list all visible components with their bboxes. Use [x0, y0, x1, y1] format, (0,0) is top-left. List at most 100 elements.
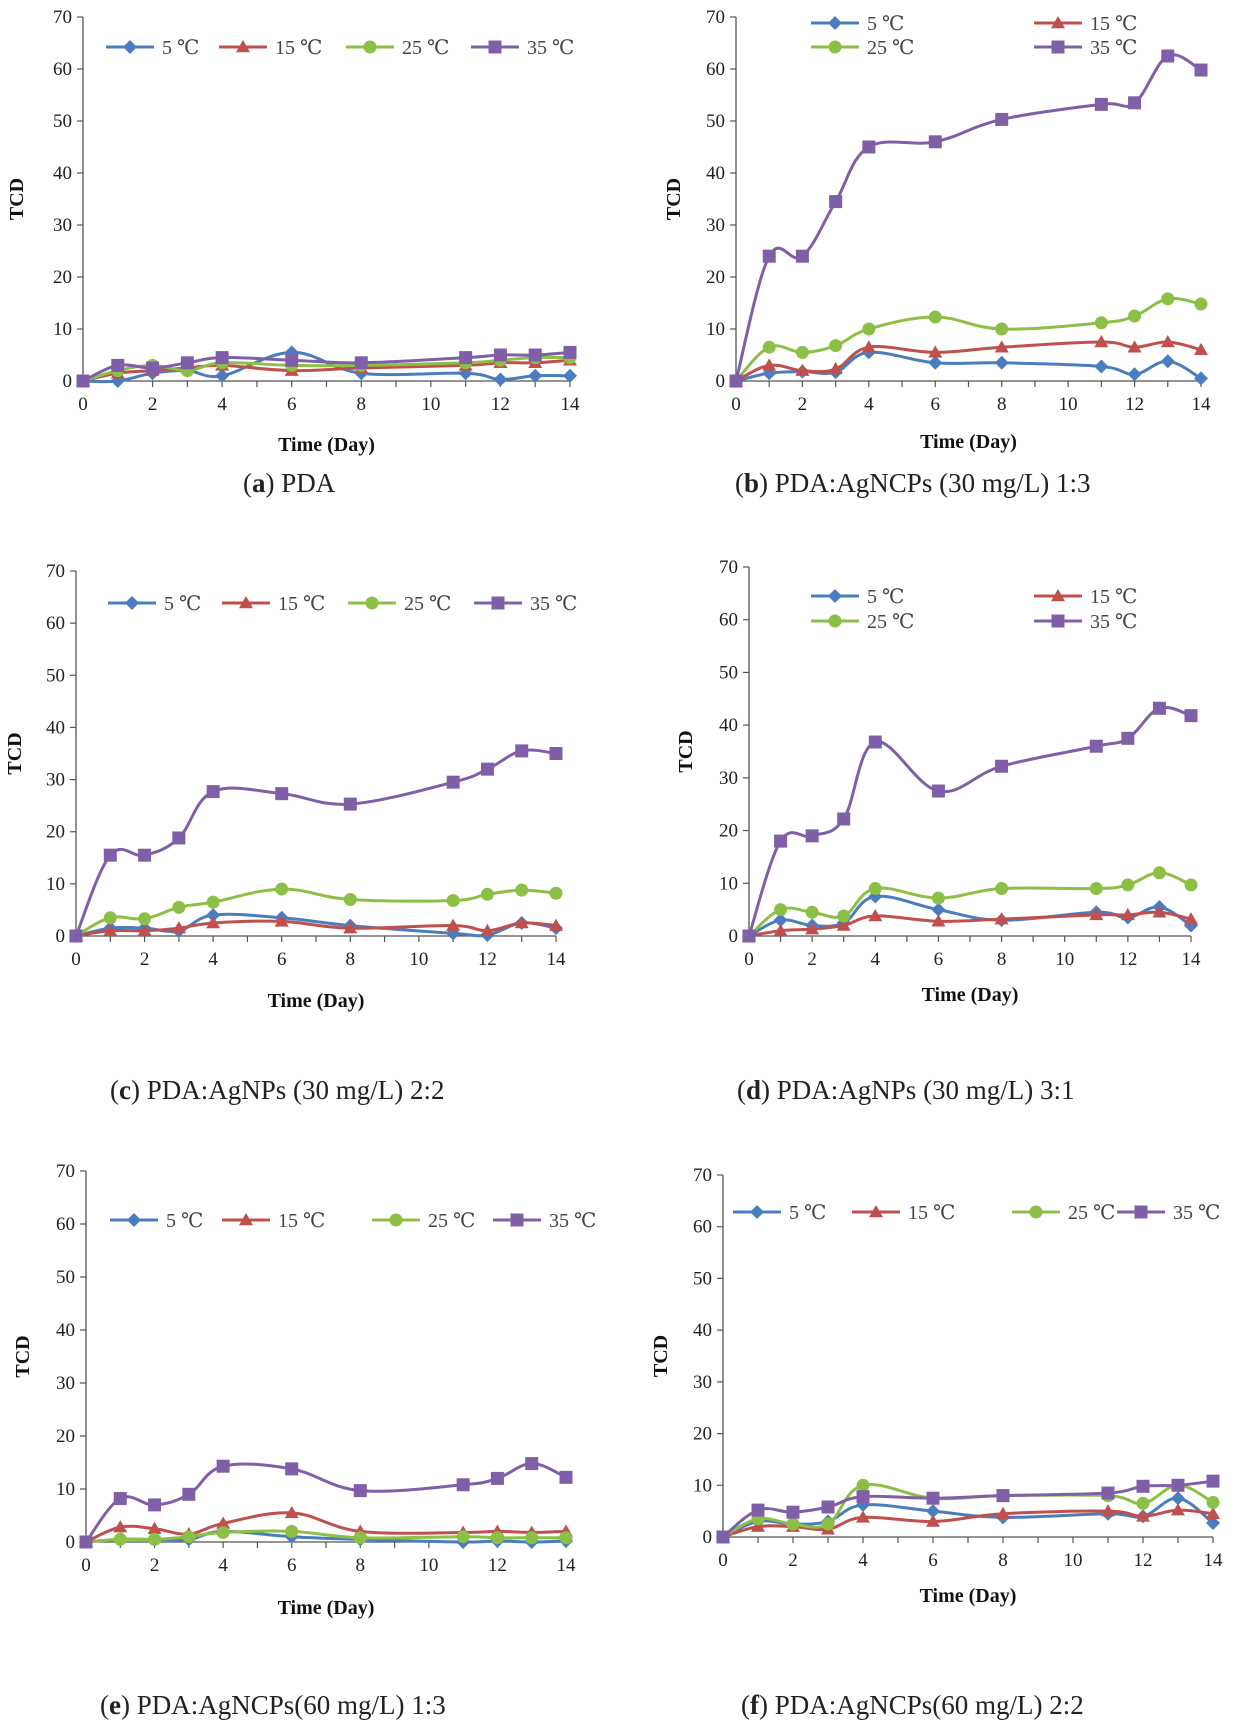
data-point	[171, 921, 186, 934]
data-point	[751, 1503, 765, 1517]
data-point	[514, 915, 529, 929]
data-point	[868, 882, 882, 896]
data-point	[1206, 1506, 1220, 1519]
data-point	[1206, 1516, 1220, 1531]
legend-item: 15 ℃	[222, 1210, 325, 1232]
legend-item: 25 ℃	[811, 37, 914, 59]
data-point	[1094, 359, 1109, 374]
x-tick-label: 2	[788, 1550, 798, 1571]
data-point	[928, 310, 942, 324]
data-point	[829, 195, 843, 209]
legend-marker	[1051, 40, 1065, 54]
data-point	[805, 922, 820, 935]
data-point	[1101, 1504, 1115, 1517]
legend-item: 5 ℃	[110, 1210, 203, 1232]
legend-label: 5 ℃	[789, 1202, 826, 1224]
data-point	[549, 747, 563, 760]
y-tick-label: 40	[53, 163, 72, 184]
x-tick-label: 14	[547, 949, 567, 970]
x-tick-label: 14	[561, 394, 581, 415]
x-tick-label: 12	[1125, 394, 1144, 415]
x-axis-title: Time (Day)	[278, 1597, 375, 1619]
caption-text: PDA:AgNPs (30 mg/L) 3:1	[776, 1075, 1075, 1105]
data-point	[931, 914, 946, 927]
legend-label: 5 ℃	[867, 586, 904, 608]
legend-marker	[510, 1213, 524, 1227]
data-point	[762, 249, 776, 263]
series-25c	[729, 292, 1208, 388]
y-axis-title: TCD	[675, 730, 697, 772]
legend-marker	[828, 589, 842, 603]
legend-marker	[1134, 1205, 1148, 1219]
caption-paren: (	[110, 1075, 119, 1105]
legend-item: 15 ℃	[1034, 13, 1137, 35]
data-point	[216, 1516, 231, 1529]
x-tick-label: 8	[997, 949, 1007, 970]
data-point	[515, 744, 529, 758]
legend-item: 25 ℃	[1012, 1202, 1115, 1224]
data-point	[103, 911, 117, 925]
x-tick-label: 10	[1064, 1550, 1083, 1571]
x-tick-label: 10	[1059, 394, 1078, 415]
legend-marker	[1029, 1205, 1043, 1219]
legend: 5 ℃ 15 ℃ 25 ℃ 35 ℃	[108, 593, 577, 615]
data-point	[1194, 63, 1208, 77]
data-point	[480, 762, 494, 776]
data-point	[729, 374, 743, 388]
caption-paren: (	[243, 468, 252, 498]
data-point	[76, 374, 90, 388]
data-point	[343, 797, 357, 811]
caption-label: e	[109, 1690, 121, 1720]
data-point	[69, 929, 83, 943]
y-tick-label: 40	[693, 1320, 712, 1341]
data-point	[1152, 866, 1166, 880]
y-tick-label: 60	[693, 1217, 712, 1238]
legend-item: 35 ℃	[1117, 1202, 1220, 1224]
data-point	[751, 1519, 765, 1532]
x-tick-label: 10	[419, 1555, 438, 1576]
y-tick-label: 50	[719, 662, 738, 683]
data-point	[549, 886, 563, 900]
legend-label: 15 ℃	[278, 1210, 325, 1232]
y-axis-title: TCD	[6, 178, 28, 220]
data-point	[716, 1530, 730, 1544]
caption-paren: (	[741, 1690, 750, 1720]
legend-label: 25 ℃	[404, 593, 451, 615]
legend-item: 35 ℃	[474, 593, 577, 615]
x-axis-title: Time (Day)	[920, 1585, 1017, 1607]
y-tick-label: 30	[719, 768, 738, 789]
data-point	[1206, 1474, 1220, 1488]
data-point	[856, 1478, 870, 1492]
y-tick-label: 50	[693, 1268, 712, 1289]
data-point	[111, 358, 125, 372]
data-point	[459, 351, 473, 365]
series-35c	[79, 1457, 573, 1549]
x-tick-label: 0	[78, 394, 88, 415]
data-point	[137, 923, 152, 937]
data-point	[353, 1484, 367, 1498]
data-point	[147, 1521, 162, 1534]
legend-marker	[127, 1213, 141, 1227]
series-35c	[716, 1474, 1220, 1544]
legend-label: 5 ℃	[164, 593, 201, 615]
legend-marker	[828, 40, 842, 54]
data-point	[1194, 371, 1208, 386]
data-point	[446, 775, 460, 789]
data-point	[79, 1535, 93, 1549]
y-tick-label: 20	[693, 1424, 712, 1445]
x-tick-label: 6	[931, 394, 941, 415]
data-point	[829, 339, 843, 353]
data-point	[862, 322, 876, 336]
legend-marker	[389, 1213, 403, 1227]
data-point	[1089, 907, 1104, 921]
data-point	[285, 353, 299, 367]
x-tick-label: 0	[71, 949, 81, 970]
data-point	[353, 1531, 367, 1545]
y-tick-label: 30	[56, 1373, 75, 1394]
legend-marker	[239, 1213, 253, 1226]
y-tick-label: 70	[719, 557, 738, 578]
x-tick-label: 14	[557, 1555, 577, 1576]
data-point	[206, 785, 220, 799]
series-25c	[69, 882, 563, 943]
data-point	[868, 735, 882, 749]
